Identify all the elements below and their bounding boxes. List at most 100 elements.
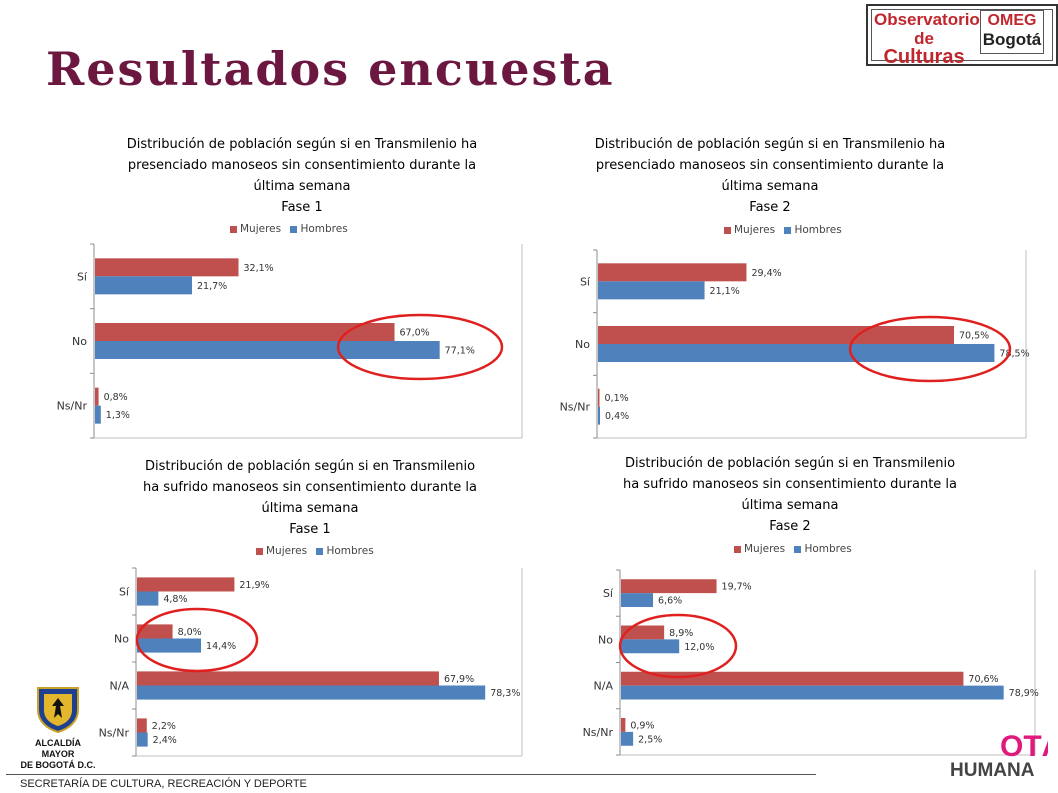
data-label: 0,9% bbox=[630, 720, 654, 731]
omeg-line1: OMEG bbox=[987, 12, 1037, 29]
data-label: 19,7% bbox=[722, 582, 752, 593]
bar-mujeres bbox=[137, 671, 439, 686]
data-label: 21,1% bbox=[710, 286, 740, 297]
bar-mujeres bbox=[137, 624, 173, 639]
category-label: Ns/Nr bbox=[583, 726, 614, 739]
bar-mujeres bbox=[598, 263, 747, 282]
chart-2-legend: Mujeres Hombres bbox=[718, 224, 842, 236]
data-label: 70,5% bbox=[959, 331, 989, 342]
bar-hombres bbox=[621, 593, 654, 607]
chart-4-legend: Mujeres Hombres bbox=[728, 543, 852, 555]
data-label: 29,4% bbox=[751, 268, 781, 279]
bar-hombres bbox=[95, 341, 440, 359]
observatorio-line1: Observatorio bbox=[874, 10, 980, 29]
observatorio-wordmark: Observatorio de Culturas bbox=[874, 10, 980, 68]
bar-mujeres bbox=[137, 718, 147, 733]
category-label: N/A bbox=[594, 680, 614, 693]
page-title: Resultados encuesta bbox=[46, 42, 615, 96]
chart-1-title: Distribución de población según si en Tr… bbox=[126, 137, 478, 215]
data-label: 21,7% bbox=[197, 281, 227, 292]
bar-hombres bbox=[137, 685, 486, 700]
data-label: 4,8% bbox=[163, 594, 187, 605]
data-label: 21,9% bbox=[239, 580, 269, 591]
highlight-ellipse bbox=[618, 613, 738, 679]
data-label: 78,3% bbox=[490, 688, 520, 699]
logo-frame bbox=[871, 9, 1053, 61]
bar-hombres bbox=[95, 405, 101, 424]
category-label: Ns/Nr bbox=[99, 727, 130, 740]
category-label: No bbox=[72, 335, 87, 348]
bar-mujeres bbox=[137, 577, 235, 592]
data-label: 12,0% bbox=[684, 642, 714, 653]
chart-2-title: Distribución de población según si en Tr… bbox=[594, 137, 946, 215]
data-label: 2,5% bbox=[638, 734, 662, 745]
category-label: Sí bbox=[77, 270, 88, 283]
alcaldia-line1: ALCALDÍA MAYOR bbox=[35, 738, 81, 759]
data-label: 0,4% bbox=[605, 411, 629, 422]
data-label: 32,1% bbox=[244, 263, 274, 274]
data-label: 67,9% bbox=[444, 674, 474, 685]
observatorio-line2: de Culturas bbox=[883, 29, 965, 68]
bar-mujeres bbox=[598, 388, 600, 407]
bar-mujeres bbox=[621, 625, 665, 640]
bar-hombres bbox=[95, 276, 193, 295]
data-label: 2,4% bbox=[153, 735, 177, 746]
alcaldia-line2: DE BOGOTÁ D.C. bbox=[20, 760, 96, 770]
alcaldia-logo: ALCALDÍA MAYOR DE BOGOTÁ D.C. bbox=[18, 684, 98, 771]
bar-mujeres bbox=[621, 718, 626, 732]
category-label: Sí bbox=[119, 586, 130, 599]
data-label: 67,0% bbox=[400, 328, 430, 339]
category-label: Ns/Nr bbox=[57, 400, 88, 413]
bar-hombres bbox=[598, 406, 601, 425]
bar-hombres bbox=[621, 639, 680, 654]
category-label: No bbox=[598, 633, 613, 646]
highlight-ellipse bbox=[848, 315, 1012, 383]
footer-divider bbox=[6, 774, 816, 775]
humana-top-text: OTÁ bbox=[1000, 729, 1048, 763]
data-label: 70,6% bbox=[968, 674, 998, 685]
data-label: 78,5% bbox=[999, 349, 1029, 360]
bar-hombres bbox=[621, 685, 1004, 700]
bar-hombres bbox=[621, 731, 634, 746]
data-label: 8,9% bbox=[669, 628, 693, 639]
omeg-wordmark: OMEG Bogotá bbox=[980, 10, 1044, 54]
category-label: No bbox=[575, 338, 590, 351]
bar-mujeres bbox=[95, 323, 395, 341]
data-label: 2,2% bbox=[152, 721, 176, 732]
data-label: 78,9% bbox=[1009, 688, 1039, 699]
chart-3-legend: Mujeres Hombres bbox=[250, 545, 374, 557]
category-label: N/A bbox=[110, 680, 130, 693]
data-label: 1,3% bbox=[106, 410, 130, 421]
highlight-ellipse bbox=[135, 607, 259, 673]
bar-mujeres bbox=[621, 671, 964, 686]
bar-mujeres bbox=[95, 387, 99, 406]
data-label: 14,4% bbox=[206, 641, 236, 652]
bar-hombres bbox=[137, 732, 148, 747]
category-label: No bbox=[114, 633, 129, 646]
bar-hombres bbox=[137, 638, 202, 653]
bar-mujeres bbox=[621, 579, 717, 594]
bar-hombres bbox=[598, 281, 705, 300]
observatorio-logo: Observatorio de Culturas OMEG Bogotá bbox=[866, 4, 1058, 68]
chart-1-legend: Mujeres Hombres bbox=[224, 223, 348, 235]
data-label: 0,8% bbox=[104, 392, 128, 403]
omeg-line2: Bogotá bbox=[982, 30, 1042, 49]
data-label: 0,1% bbox=[605, 393, 629, 404]
bar-hombres bbox=[137, 591, 159, 606]
chart-3-title: Distribución de población según si en Tr… bbox=[142, 459, 478, 537]
chart-4-title: Distribución de población según si en Tr… bbox=[622, 456, 958, 534]
highlight-ellipse bbox=[336, 313, 504, 381]
bogota-humana-logo: OTÁ HUMANA bbox=[950, 729, 1048, 780]
data-label: 8,0% bbox=[178, 627, 202, 638]
footer-text: SECRETARÍA DE CULTURA, RECREACIÓN Y DEPO… bbox=[20, 778, 307, 790]
coat-of-arms-icon bbox=[37, 687, 79, 734]
category-label: Sí bbox=[603, 587, 614, 600]
data-label: 77,1% bbox=[445, 346, 475, 357]
bar-mujeres bbox=[95, 258, 239, 277]
category-label: Sí bbox=[580, 275, 591, 288]
bar-hombres bbox=[598, 344, 995, 362]
